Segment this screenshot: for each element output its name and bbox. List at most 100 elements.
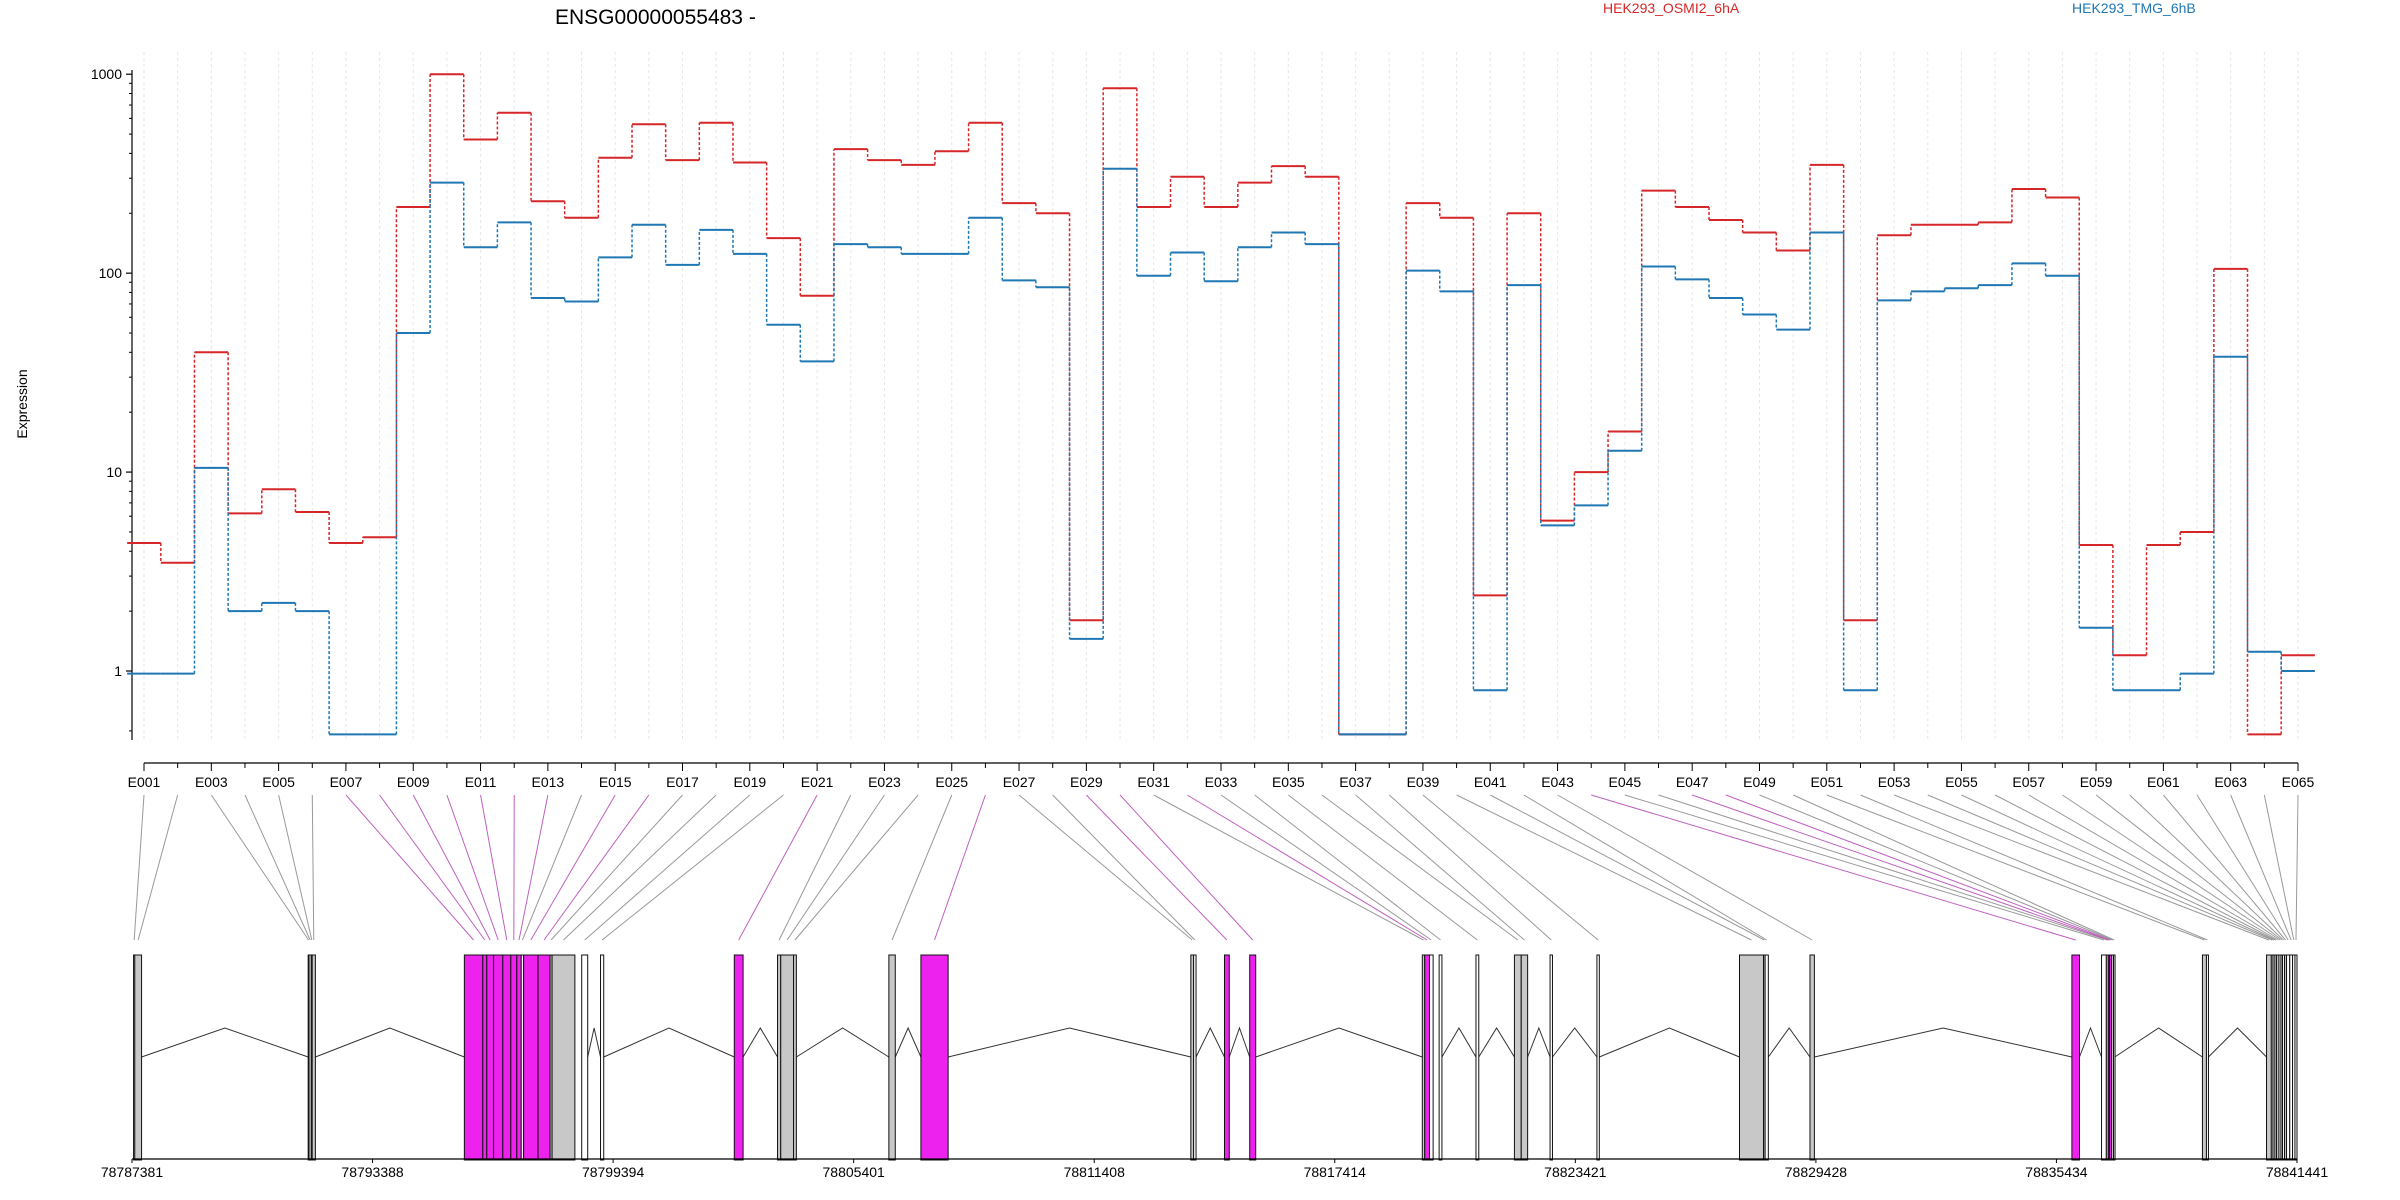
- connector-E002: [137, 794, 179, 941]
- intron-line: [796, 1027, 890, 1058]
- exon-label-E017: E017: [666, 774, 699, 790]
- connector-E015: [530, 794, 616, 941]
- exon-label-E027: E027: [1003, 774, 1036, 790]
- exon-box-E019: [581, 954, 589, 1161]
- intron-line: [894, 1026, 922, 1058]
- genomic-tick-label: 78799394: [582, 1164, 645, 1180]
- exon-label-E043: E043: [1541, 774, 1574, 790]
- connector-E003: [210, 794, 309, 941]
- connector-E064: [2263, 794, 2295, 941]
- y-tick-label: 100: [99, 265, 123, 281]
- exon-box-E065: [2294, 954, 2298, 1161]
- connector-E059: [2095, 794, 2283, 941]
- connector-E009: [412, 794, 491, 941]
- exon-box-E040: [1738, 954, 1765, 1161]
- exon-label-E055: E055: [1945, 774, 1978, 790]
- connector-E031: [1153, 794, 1424, 941]
- connector-E017: [550, 794, 683, 941]
- y-tick-label: 1000: [91, 66, 122, 82]
- connector-E045: [1624, 794, 2105, 941]
- exon-box-E043: [1809, 954, 1815, 1161]
- connector-E011: [480, 794, 508, 941]
- connector-E030: [1119, 794, 1254, 941]
- connector-E033: [1220, 794, 1432, 941]
- exon-label-E045: E045: [1609, 774, 1642, 790]
- exon-box-E007: [463, 954, 484, 1161]
- connector-E060: [2129, 794, 2284, 941]
- exon-label-E025: E025: [935, 774, 968, 790]
- intron-line: [948, 1027, 1191, 1058]
- exon-box-E034: [1438, 954, 1443, 1161]
- connector-E029: [1086, 794, 1228, 941]
- connector-E038: [1388, 794, 1552, 941]
- genomic-tick-label: 78835434: [2025, 1164, 2088, 1180]
- exon-label-E063: E063: [2214, 774, 2247, 790]
- exon-box-E012: [510, 954, 518, 1161]
- connector-E032: [1187, 794, 1428, 941]
- connector-E024: [794, 794, 919, 941]
- connector-E025: [891, 794, 953, 941]
- connector-E035: [1288, 794, 1478, 941]
- intron-line: [315, 1027, 465, 1058]
- connector-E044: [1591, 794, 2076, 941]
- exon-label-E059: E059: [2080, 774, 2113, 790]
- connector-E028: [1052, 794, 1196, 941]
- exon-box-E008: [482, 954, 488, 1161]
- exon-box-E026: [920, 954, 949, 1161]
- intron-line: [1441, 1027, 1477, 1058]
- exon-label-E035: E035: [1272, 774, 1305, 790]
- connector-E052: [1860, 794, 2208, 941]
- exon-label-E015: E015: [599, 774, 632, 790]
- exon-label-E003: E003: [195, 774, 228, 790]
- exon-label-E049: E049: [1743, 774, 1776, 790]
- chart-title: ENSG00000055483 -: [555, 6, 756, 29]
- connector-E041: [1490, 794, 1765, 941]
- intron-line: [603, 1027, 735, 1058]
- exon-label-E013: E013: [532, 774, 565, 790]
- intron-line: [1255, 1027, 1423, 1058]
- connector-E004: [244, 794, 311, 941]
- genomic-tick-label: 78787381: [101, 1164, 164, 1180]
- connector-E061: [2162, 794, 2286, 941]
- exon-box-E018: [551, 954, 576, 1161]
- intron-line: [141, 1027, 309, 1058]
- y-tick-label: 1: [114, 663, 122, 679]
- series-2: [127, 167, 2315, 736]
- exon-box-E011: [502, 954, 512, 1161]
- intron-line: [1527, 1026, 1551, 1058]
- exon-box-E024: [793, 954, 797, 1161]
- intron-line: [2208, 1027, 2267, 1058]
- connector-E016: [543, 794, 650, 941]
- connector-E054: [1927, 794, 2273, 941]
- connector-E026: [934, 794, 986, 941]
- connector-E023: [786, 794, 885, 941]
- exon-box-E036: [1513, 954, 1522, 1161]
- series-lines: [127, 73, 2315, 736]
- exon-label-E007: E007: [330, 774, 363, 790]
- exon-box-E006: [311, 954, 316, 1161]
- connector-E048: [1725, 794, 2111, 941]
- exon-box-E045: [2101, 954, 2107, 1161]
- connector-E063: [2230, 794, 2292, 941]
- intron-line: [2114, 1027, 2203, 1058]
- exon-label-E029: E029: [1070, 774, 1103, 790]
- connector-E027: [1018, 794, 1193, 941]
- connector-E008: [379, 794, 486, 941]
- connector-E043: [1557, 794, 1813, 941]
- exon-label-E005: E005: [262, 774, 295, 790]
- exon-label-E019: E019: [733, 774, 766, 790]
- exon-box-E044: [2071, 954, 2080, 1161]
- exon-gridlines: [143, 52, 2299, 740]
- intron-line: [1195, 1026, 1225, 1058]
- exon-box-E009: [486, 954, 495, 1161]
- exon-label-E011: E011: [465, 774, 497, 790]
- connector-E056: [1994, 794, 2276, 941]
- exon-box-E028: [1193, 954, 1197, 1161]
- exon-box-E020: [600, 954, 605, 1161]
- connector-E053: [1893, 794, 2270, 941]
- connector-E065: [2295, 794, 2299, 941]
- connector-E042: [1523, 794, 1767, 941]
- exon-label-E051: E051: [1810, 774, 1843, 790]
- connector-E006: [311, 794, 315, 941]
